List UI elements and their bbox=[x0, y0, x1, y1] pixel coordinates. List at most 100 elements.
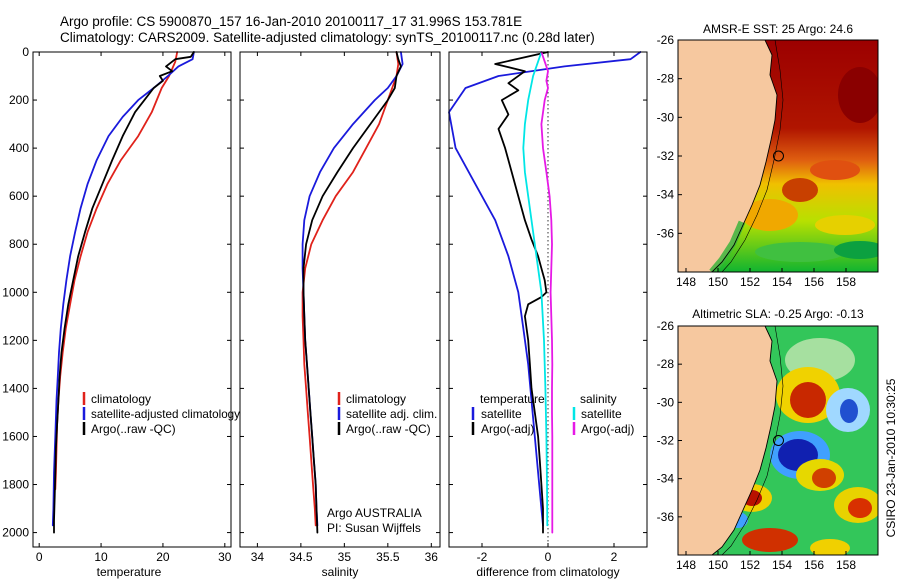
legend-label-climatology: climatology bbox=[91, 392, 151, 406]
temperature-panel: 0 10 20 30 0 200 400 600 800 1000 1200 1400 1600 1800… bbox=[2, 45, 240, 579]
x-tick-label: 34 bbox=[251, 550, 265, 564]
difference-axes-frame bbox=[448, 51, 648, 548]
series-line-salinity-argo-adj bbox=[540, 51, 554, 534]
map-y-tick-label: -34 bbox=[657, 188, 675, 202]
sst-coastline bbox=[711, 40, 778, 272]
salinity-annotation-line2: PI: Susan Wijffels bbox=[327, 521, 421, 535]
legend-title-temperature: temperature bbox=[480, 392, 545, 406]
side-stamp: CSIRO 23-Jan-2010 10:30:25 bbox=[884, 378, 898, 537]
y-tick-label: 1000 bbox=[2, 285, 29, 299]
series-line-argo-raw-qc bbox=[53, 51, 195, 534]
sst-shelf-contour bbox=[721, 40, 784, 272]
legend-label-sal-argo: Argo(-adj) bbox=[581, 422, 634, 436]
legend-label-satellite: satellite adj. clim. bbox=[346, 407, 437, 421]
difference-xlabel: difference from climatology bbox=[476, 565, 619, 579]
y-tick-label: 600 bbox=[9, 189, 29, 203]
salinity-xlabel: salinity bbox=[322, 565, 359, 579]
x-tick-label: 30 bbox=[218, 550, 232, 564]
map-y-tick-label: -32 bbox=[657, 149, 675, 163]
map-y-tick-label: -34 bbox=[657, 472, 675, 486]
legend-label-temp-argo: Argo(-adj) bbox=[481, 422, 534, 436]
figure-title-line2: Climatology: CARS2009. Satellite-adjuste… bbox=[60, 30, 595, 45]
sla-map-panel: Altimetric SLA: -0.25 Argo: -0.13 14 bbox=[657, 307, 879, 572]
legend-label-satellite: satellite-adjusted climatology bbox=[91, 407, 240, 421]
sst-map-panel: AMSR-E SST: 25 Argo: 24.6 148 150 152 154 15… bbox=[657, 22, 879, 289]
temperature-legend: climatology satellite-adjusted climatolo… bbox=[82, 392, 240, 436]
sst-coast-band bbox=[709, 220, 746, 272]
salinity-panel: 34 34.5 35 35.5 36 climatology satellite adj… bbox=[239, 51, 441, 579]
salinity-axes-frame bbox=[239, 51, 441, 548]
x-tick-label: 0 bbox=[36, 550, 43, 564]
map-x-tick-label: 154 bbox=[772, 558, 792, 572]
map-y-tick-label: -30 bbox=[657, 110, 675, 124]
y-tick-label: 1600 bbox=[2, 429, 29, 443]
map-y-tick-label: -26 bbox=[657, 33, 675, 47]
map-y-tick-label: -30 bbox=[657, 395, 675, 409]
series-line-climatology bbox=[301, 51, 400, 527]
sst-field bbox=[678, 40, 878, 272]
map-x-tick-label: 154 bbox=[772, 275, 792, 289]
series-line-argo-raw-qc bbox=[302, 51, 402, 534]
map-x-tick-label: 156 bbox=[804, 275, 824, 289]
figure-title-line1: Argo profile: CS 5900870_157 16-Jan-2010… bbox=[60, 14, 522, 29]
series-line-temperature-argo-adj bbox=[494, 51, 549, 534]
map-y-tick-label: -28 bbox=[657, 72, 675, 86]
map-x-tick-label: 150 bbox=[708, 275, 728, 289]
difference-legend: temperature salinity satellite Argo(-adj… bbox=[471, 392, 634, 436]
y-tick-label: 800 bbox=[9, 237, 29, 251]
y-tick-label: 200 bbox=[9, 93, 29, 107]
y-tick-label: 400 bbox=[9, 141, 29, 155]
legend-label-argo: Argo(..raw -QC) bbox=[346, 422, 431, 436]
legend-label-argo: Argo(..raw -QC) bbox=[91, 422, 176, 436]
sst-argo-marker bbox=[772, 150, 784, 162]
map-x-tick-label: 152 bbox=[740, 275, 760, 289]
map-y-tick-label: -32 bbox=[657, 434, 675, 448]
y-tick-label: 2000 bbox=[2, 526, 29, 540]
map-x-tick-label: 150 bbox=[708, 558, 728, 572]
x-tick-label: -2 bbox=[477, 550, 488, 564]
x-tick-label: 20 bbox=[156, 550, 170, 564]
x-tick-label: 35.5 bbox=[376, 550, 400, 564]
temperature-xlabel: temperature bbox=[97, 565, 162, 579]
sla-coastline bbox=[711, 326, 778, 555]
sla-land bbox=[678, 326, 777, 555]
legend-label-temp-satellite: satellite bbox=[481, 407, 522, 421]
sla-argo-marker bbox=[772, 435, 784, 446]
map-y-tick-label: -36 bbox=[657, 510, 675, 524]
map-y-tick-label: -28 bbox=[657, 357, 675, 371]
map-x-tick-label: 156 bbox=[804, 558, 824, 572]
map-x-tick-label: 158 bbox=[836, 275, 856, 289]
y-tick-label: 1200 bbox=[2, 333, 29, 347]
legend-label-sal-satellite: satellite bbox=[581, 407, 622, 421]
x-tick-label: 2 bbox=[611, 550, 618, 564]
series-line-temperature-satellite bbox=[448, 51, 642, 527]
x-tick-label: 0 bbox=[545, 550, 552, 564]
x-tick-label: 36 bbox=[425, 550, 439, 564]
x-tick-label: 10 bbox=[94, 550, 108, 564]
series-line-salinity-satellite bbox=[522, 51, 549, 527]
map-x-tick-label: 158 bbox=[836, 558, 856, 572]
sla-shelf-contour bbox=[721, 326, 784, 555]
sst-land bbox=[678, 40, 777, 272]
sla-field bbox=[678, 326, 878, 555]
legend-title-salinity: salinity bbox=[580, 392, 617, 406]
series-line-satellite-adj-clim bbox=[301, 51, 404, 527]
y-tick-label: 1800 bbox=[2, 478, 29, 492]
temperature-axes-frame bbox=[32, 51, 232, 548]
map-x-tick-label: 152 bbox=[740, 558, 760, 572]
map-x-tick-label: 148 bbox=[676, 558, 696, 572]
legend-label-climatology: climatology bbox=[346, 392, 406, 406]
salinity-legend: climatology satellite adj. clim. Argo(..… bbox=[337, 392, 437, 436]
x-tick-label: 34.5 bbox=[289, 550, 313, 564]
y-tick-label: 0 bbox=[22, 45, 29, 59]
sla-map-title: Altimetric SLA: -0.25 Argo: -0.13 bbox=[692, 307, 864, 321]
map-y-tick-label: -26 bbox=[657, 319, 675, 333]
series-line-satellite-adjusted-climatology bbox=[51, 51, 195, 527]
map-x-tick-label: 148 bbox=[676, 275, 696, 289]
y-tick-label: 1400 bbox=[2, 381, 29, 395]
sst-map-title: AMSR-E SST: 25 Argo: 24.6 bbox=[703, 22, 853, 36]
salinity-annotation-line1: Argo AUSTRALIA bbox=[327, 506, 422, 520]
map-y-tick-label: -36 bbox=[657, 226, 675, 240]
difference-panel: -2 0 2 temperature salinity satellite Argo… bbox=[448, 51, 648, 579]
